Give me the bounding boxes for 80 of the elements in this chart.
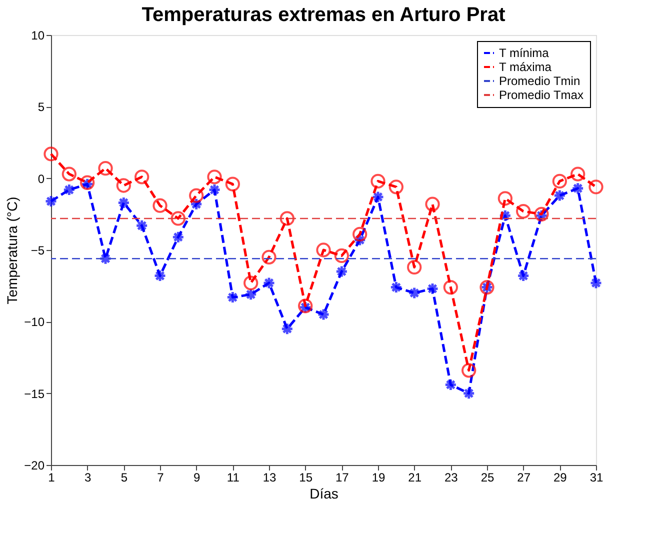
legend-label: Promedio Tmin	[499, 74, 580, 88]
point	[62, 183, 76, 196]
point	[516, 269, 530, 282]
point	[426, 282, 439, 296]
point	[116, 178, 131, 193]
x-tick-label: 3	[84, 470, 92, 484]
point	[44, 146, 58, 162]
y-tick-label: −10	[24, 315, 45, 330]
point	[172, 230, 185, 244]
legend-label: T mínima	[499, 46, 550, 60]
point	[189, 188, 204, 203]
point	[553, 189, 566, 202]
x-tick-label: 11	[226, 470, 240, 484]
chart-title: Temperaturas extremas en Arturo Prat	[142, 4, 506, 26]
y-tick-label: 5	[38, 100, 45, 114]
point	[244, 276, 258, 290]
point	[334, 248, 349, 264]
x-tick-label: 5	[120, 470, 128, 484]
y-axis-title: Temperatura (°C)	[4, 196, 20, 304]
point	[226, 290, 240, 304]
point	[407, 260, 422, 275]
point	[280, 322, 294, 336]
y-tick-label: −5	[30, 244, 45, 258]
point	[516, 204, 531, 219]
x-tick-label: 19	[372, 470, 386, 484]
point	[462, 363, 476, 378]
point	[316, 242, 331, 258]
point	[388, 180, 404, 194]
point	[152, 198, 168, 213]
x-tick-label: 21	[408, 470, 422, 484]
x-tick-label: 29	[553, 470, 568, 484]
x-axis-title: Días	[310, 486, 338, 502]
point	[425, 196, 440, 212]
x-tick-label: 27	[517, 470, 531, 484]
x-tick-label: 15	[299, 470, 313, 484]
point	[372, 190, 384, 204]
point	[134, 170, 150, 184]
x-tick-label: 7	[157, 470, 164, 484]
point	[370, 174, 386, 189]
point	[390, 280, 403, 294]
y-tick-label: 0	[38, 172, 45, 186]
x-tick-label: 13	[262, 470, 276, 484]
x-tick-label: 1	[48, 470, 56, 484]
point	[208, 183, 221, 196]
x-tick-label: 17	[335, 470, 350, 484]
point	[170, 211, 186, 226]
point	[244, 288, 258, 301]
y-tick-label: 10	[31, 28, 45, 42]
x-tick-label: 9	[193, 470, 200, 484]
point	[154, 269, 166, 282]
point	[62, 166, 76, 182]
x-tick-label: 25	[480, 470, 494, 484]
legend-label: T máxima	[499, 60, 552, 74]
point	[352, 226, 368, 242]
point	[590, 276, 602, 290]
point	[317, 308, 330, 321]
point	[98, 160, 113, 176]
point	[280, 211, 294, 226]
point	[135, 219, 148, 232]
point	[117, 196, 130, 210]
point	[44, 194, 58, 208]
x-tick-label: 23	[444, 470, 458, 484]
point	[225, 176, 240, 192]
point	[462, 386, 476, 400]
point	[552, 174, 567, 189]
point	[588, 180, 604, 194]
point	[408, 286, 421, 300]
point	[571, 182, 584, 195]
y-tick-label: −20	[24, 458, 45, 472]
point	[335, 265, 348, 278]
point	[207, 170, 222, 184]
point	[443, 280, 458, 295]
point	[262, 276, 276, 290]
legend-label: Promedio Tmax	[499, 88, 584, 102]
y-tick-label: −15	[24, 386, 45, 401]
point	[498, 191, 512, 206]
point	[570, 166, 586, 182]
point	[262, 250, 276, 264]
point	[444, 378, 458, 392]
x-tick-label: 31	[590, 470, 604, 484]
